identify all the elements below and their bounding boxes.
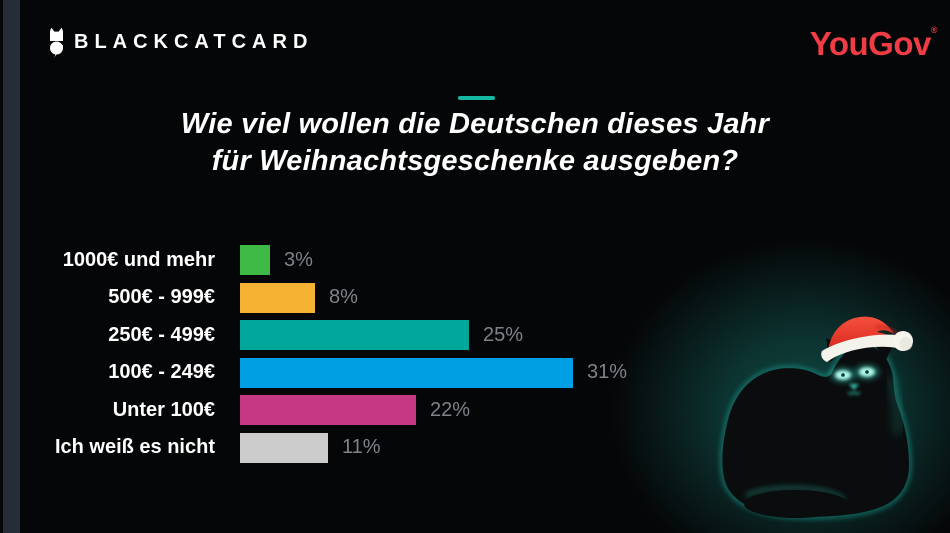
category-label: 1000€ und mehr [62,248,215,271]
left-edge-strip [3,0,20,533]
bar [240,282,315,313]
category-label: Unter 100€ [112,398,215,421]
cat-neck-sheen [888,375,902,435]
category-label: 500€ - 999€ [108,286,215,308]
yougov-logo: YouGov® [809,25,938,63]
bar [240,432,328,463]
cat-tail [744,490,848,518]
cat-tail-highlight [745,486,845,501]
title-accent-line [458,96,495,100]
bar [240,320,469,350]
category-label: Ich weiß es nicht [54,436,215,458]
title-line-2: für Weihnachtsgeschenke ausgeben? [211,145,739,177]
chart-row: Ich weiß es nicht 11% [0,432,680,463]
cat-logo-icon [50,27,63,58]
value-label: 3% [284,248,313,271]
bar [240,395,416,425]
bar [240,357,573,388]
santa-hat [821,316,913,362]
yougov-wordmark: YouGov [809,25,932,62]
title-line-1: Wie viel wollen die Deutschen dieses Jah… [180,108,770,140]
value-label: 31% [587,361,628,383]
page-title: Wie viel wollen die Deutschen dieses Jah… [0,106,950,180]
value-label: 8% [329,286,358,308]
chart-row: 100€ - 249€ 31% [0,357,680,388]
value-label: 25% [483,323,524,346]
trademark-mark: ® [930,25,938,35]
chart-row: 1000€ und mehr 3% [0,245,680,275]
chart-row: Unter 100€ 22% [0,395,680,425]
chart-row: 250€ - 499€ 25% [0,320,680,350]
brand-name: BLACKCATCARD [74,31,314,53]
bar [240,245,270,275]
cat-eyes [830,364,880,383]
value-label: 22% [430,398,471,421]
category-label: 250€ - 499€ [108,323,215,346]
chart-row: 500€ - 999€ 8% [0,282,680,313]
cat-body [722,345,909,517]
cat-nose [847,384,861,395]
santa-hat-band [821,334,899,362]
category-label: 100€ - 249€ [108,361,215,383]
black-cat-santa-illustration [720,316,913,519]
value-label: 11% [342,436,381,458]
blackcatcard-logo: BLACKCATCARD [49,27,313,58]
bar-chart: 1000€ und mehr 3% 500€ - 999€ 8% 250€ - 499€… [0,245,680,470]
